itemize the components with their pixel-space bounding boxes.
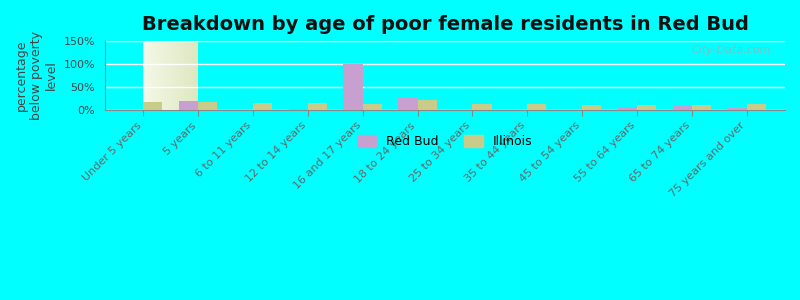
Bar	[289, 109, 308, 110]
Bar	[673, 106, 692, 110]
Bar	[618, 107, 637, 110]
Bar	[727, 108, 746, 110]
Y-axis label: percentage
below poverty
level: percentage below poverty level	[15, 31, 58, 120]
Text: City-Data.com: City-Data.com	[692, 45, 771, 55]
Bar	[692, 105, 711, 110]
Bar	[253, 103, 272, 110]
Bar	[527, 104, 546, 110]
Bar	[637, 105, 656, 110]
Legend: Red Bud, Illinois: Red Bud, Illinois	[353, 130, 538, 153]
Bar	[398, 98, 418, 110]
Bar	[472, 104, 491, 110]
Bar	[418, 100, 437, 110]
Bar	[179, 101, 198, 110]
Bar	[582, 105, 602, 110]
Bar	[308, 103, 327, 110]
Bar	[143, 102, 162, 110]
Bar	[198, 102, 218, 110]
Bar	[343, 64, 362, 110]
Bar	[746, 104, 766, 110]
Bar	[362, 103, 382, 110]
Title: Breakdown by age of poor female residents in Red Bud: Breakdown by age of poor female resident…	[142, 15, 748, 34]
